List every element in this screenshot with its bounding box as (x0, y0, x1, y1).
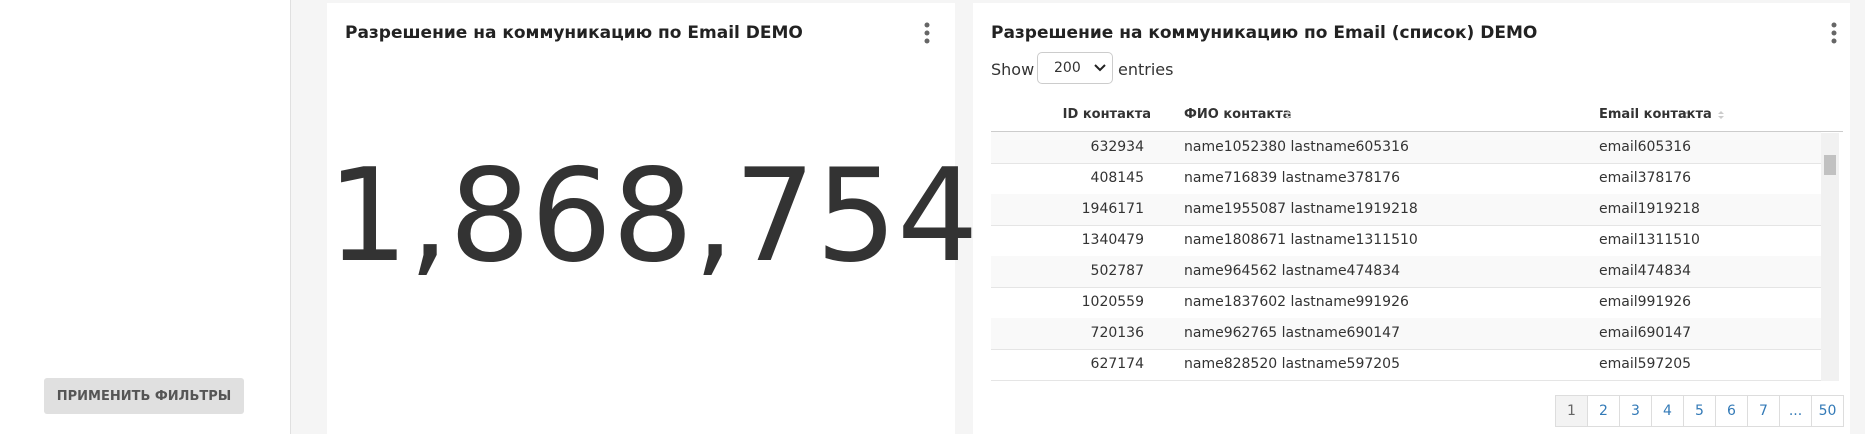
table-cell: name716839 lastname378176 (1184, 170, 1400, 186)
table-row: 720136 name962765 lastname690147 email6901… (991, 318, 1821, 350)
table-row: 408145 name716839 lastname378176 email3781… (991, 163, 1821, 195)
table-cell: name1955087 lastname1919218 (1184, 201, 1418, 217)
table-cell: email597205 (1599, 356, 1692, 372)
table-cell: 502787 (1090, 263, 1144, 279)
table-cell: email690147 (1599, 325, 1692, 341)
sort-icon[interactable] (1717, 110, 1725, 120)
table-cell: email991926 (1599, 294, 1692, 310)
kpi-value: 1,868,754 (327, 142, 979, 291)
page-button[interactable]: 5 (1683, 395, 1716, 427)
column-header[interactable]: ID контакта (1062, 107, 1151, 122)
table-cell: 408145 (1090, 170, 1144, 186)
panel-title: Разрешение на коммуникацию по Email DEMO (345, 23, 803, 43)
sidebar: ПРИМЕНИТЬ ФИЛЬТРЫ (0, 0, 291, 434)
page-button[interactable]: 7 (1747, 395, 1780, 427)
table-cell: name962765 lastname690147 (1184, 325, 1400, 341)
page-button[interactable]: 4 (1651, 395, 1684, 427)
column-header[interactable]: ФИО контакта (1184, 107, 1292, 122)
page-button[interactable]: 2 (1587, 395, 1620, 427)
sort-icon[interactable] (1284, 110, 1292, 120)
table-cell: email1919218 (1599, 201, 1700, 217)
table-cell: email378176 (1599, 170, 1692, 186)
table-cell: name828520 lastname597205 (1184, 356, 1400, 372)
table-cell: email1311510 (1599, 232, 1700, 248)
page-length-value: 200 (1054, 60, 1081, 76)
table-row: 1340479 name1808671 lastname1311510 email1… (991, 225, 1821, 257)
table-header: ID контакта ФИО контакта Email контакта (991, 101, 1843, 132)
table-row: 1020559 name1837602 lastname991926 email99… (991, 287, 1821, 319)
entries-label: entries (1118, 60, 1174, 79)
panel-title: Разрешение на коммуникацию по Email (спи… (991, 23, 1538, 43)
scroll-thumb[interactable] (1824, 155, 1836, 175)
table-cell: name1837602 lastname991926 (1184, 294, 1409, 310)
table-row: 1946171 name1955087 lastname1919218 email1… (991, 194, 1821, 226)
table-cell: email605316 (1599, 139, 1692, 155)
table-row: 627174 name828520 lastname597205 email5972… (991, 349, 1821, 381)
table-cell: 1946171 (1081, 201, 1144, 217)
column-header[interactable]: Email контакта (1599, 107, 1712, 122)
table-cell: email474834 (1599, 263, 1692, 279)
page-length-select[interactable]: 200 (1037, 52, 1113, 84)
table-row: 502787 name964562 lastname474834 email4748… (991, 256, 1821, 288)
page-button[interactable]: 50 (1811, 395, 1844, 427)
page-button[interactable]: 1 (1555, 395, 1588, 427)
table-cell: 1020559 (1081, 294, 1144, 310)
scrollbar[interactable] (1821, 133, 1839, 381)
page-button[interactable]: ... (1779, 395, 1812, 427)
select-caret (1094, 64, 1106, 72)
table-cell: name1808671 lastname1311510 (1184, 232, 1418, 248)
page-button[interactable]: 3 (1619, 395, 1652, 427)
sort-icon[interactable] (1683, 110, 1691, 120)
table-cell: 1340479 (1081, 232, 1144, 248)
table-cell: name964562 lastname474834 (1184, 263, 1400, 279)
kpi-panel: Разрешение на коммуникацию по Email DEMO… (327, 3, 979, 434)
menu-button[interactable] (1830, 21, 1838, 45)
table-panel: Разрешение на коммуникацию по Email (спи… (973, 3, 1850, 434)
table-cell: 720136 (1090, 325, 1144, 341)
show-label: Show (991, 60, 1035, 79)
table-cell: name1052380 lastname605316 (1184, 139, 1409, 155)
table-cell: 627174 (1090, 356, 1144, 372)
page-button[interactable]: 6 (1715, 395, 1748, 427)
menu-button[interactable] (923, 21, 931, 45)
table-row: 632934 name1052380 lastname605316 email605… (991, 132, 1821, 164)
apply-filters-button[interactable]: ПРИМЕНИТЬ ФИЛЬТРЫ (44, 378, 244, 414)
table-cell: 632934 (1090, 139, 1144, 155)
